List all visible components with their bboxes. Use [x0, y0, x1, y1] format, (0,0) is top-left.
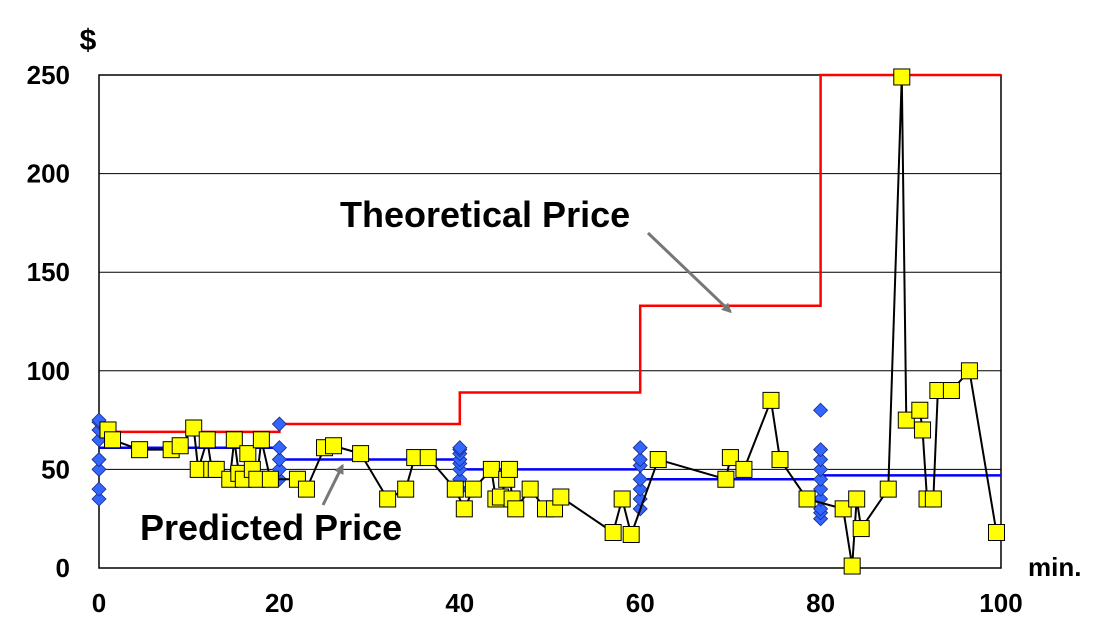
x-tick-label: 80: [806, 588, 835, 618]
bid-point: [91, 481, 107, 497]
observed-price-point: [717, 470, 735, 488]
observed-price-point: [455, 500, 473, 518]
bid-point: [632, 471, 648, 487]
observed-price-point: [771, 451, 789, 469]
plot-area-frame: [98, 74, 1002, 569]
annotation-arrow: [321, 463, 344, 506]
bid-point: [813, 481, 829, 497]
observed-price-point: [852, 520, 870, 538]
observed-price-point: [848, 490, 866, 508]
annotation-label: Theoretical Price: [340, 194, 630, 235]
y-tick-label: 150: [27, 257, 70, 287]
observed-price-point: [379, 490, 397, 508]
observed-price-point: [297, 480, 315, 498]
tick-labels: 0 50 100 150 200 250 0 20 40 60 80 100: [27, 60, 1023, 618]
observed-price-point: [397, 480, 415, 498]
x-tick-label: 100: [979, 588, 1022, 618]
annotation-layer: Theoretical Price Predicted Price: [140, 194, 732, 548]
bid-point: [632, 481, 648, 497]
observed-price-point: [131, 441, 149, 459]
observed-price-point: [721, 449, 739, 467]
y-tick-label: 200: [27, 159, 70, 189]
observed-price-point: [897, 411, 915, 429]
observed-price-point: [798, 490, 816, 508]
bid-point: [813, 501, 829, 517]
observed-price-point: [252, 431, 270, 449]
observed-price-point: [325, 437, 343, 455]
bid-point: [632, 451, 648, 468]
observed-price-point: [261, 470, 279, 488]
bid-point: [91, 451, 107, 468]
observed-price-point: [552, 488, 570, 506]
x-axis-unit-label: min.: [1028, 552, 1081, 582]
bid-point: [813, 442, 829, 458]
observed-price-point: [352, 445, 370, 463]
observed-price-point: [464, 480, 482, 498]
y-axis-unit-label: $: [80, 24, 97, 57]
observed-price-point: [507, 500, 525, 518]
observed-price-point: [482, 460, 500, 478]
y-tick-label: 0: [56, 553, 70, 583]
bid-point: [452, 440, 468, 456]
observed-price-point: [879, 480, 897, 498]
observed-price-point: [893, 68, 911, 86]
observed-price-point: [500, 460, 518, 478]
theoretical-price-line: [99, 73, 1001, 434]
bid-point: [632, 440, 648, 456]
observed-price-point: [649, 451, 667, 469]
x-tick-label: 20: [265, 588, 294, 618]
observed-price-point: [987, 524, 1005, 542]
y-tick-label: 50: [41, 454, 70, 484]
observed-price-point: [613, 490, 631, 508]
observed-price-point: [843, 557, 861, 575]
bid-point: [813, 461, 829, 477]
observed-price-point: [446, 480, 464, 498]
observed-price-point: [762, 391, 780, 409]
observed-price-point: [104, 431, 122, 449]
observed-price-point: [521, 480, 539, 498]
bid-point: [813, 402, 829, 418]
observed-price-point: [419, 449, 437, 467]
observed-price-point: [942, 382, 960, 400]
y-tick-label: 100: [27, 356, 70, 386]
observed-price-point: [185, 419, 203, 437]
observed-price-point: [914, 421, 932, 439]
observed-price-point: [171, 437, 189, 455]
bid-point: [271, 451, 287, 468]
series-layer: [91, 68, 1005, 575]
bid-point: [271, 416, 287, 432]
observed-price-point: [735, 460, 753, 478]
x-tick-label: 40: [445, 588, 474, 618]
y-tick-label: 250: [27, 60, 70, 90]
annotation-label: Predicted Price: [140, 507, 402, 548]
observed-price-point: [207, 460, 225, 478]
observed-price-point: [604, 524, 622, 542]
bid-point: [91, 491, 107, 507]
x-tick-label: 0: [92, 588, 106, 618]
annotation-arrow: [646, 231, 732, 314]
bid-point: [91, 461, 107, 477]
observed-price-point: [622, 525, 640, 543]
bid-point: [813, 451, 829, 468]
bid-point: [813, 471, 829, 487]
bid-point: [271, 440, 287, 456]
observed-price-point: [834, 500, 852, 518]
observed-price-point: [911, 401, 929, 419]
observed-price-point: [960, 362, 978, 380]
observed-price-point: [924, 490, 942, 508]
x-tick-label: 60: [626, 588, 655, 618]
observed-price-point: [198, 431, 216, 449]
observed-price-point: [225, 431, 243, 449]
